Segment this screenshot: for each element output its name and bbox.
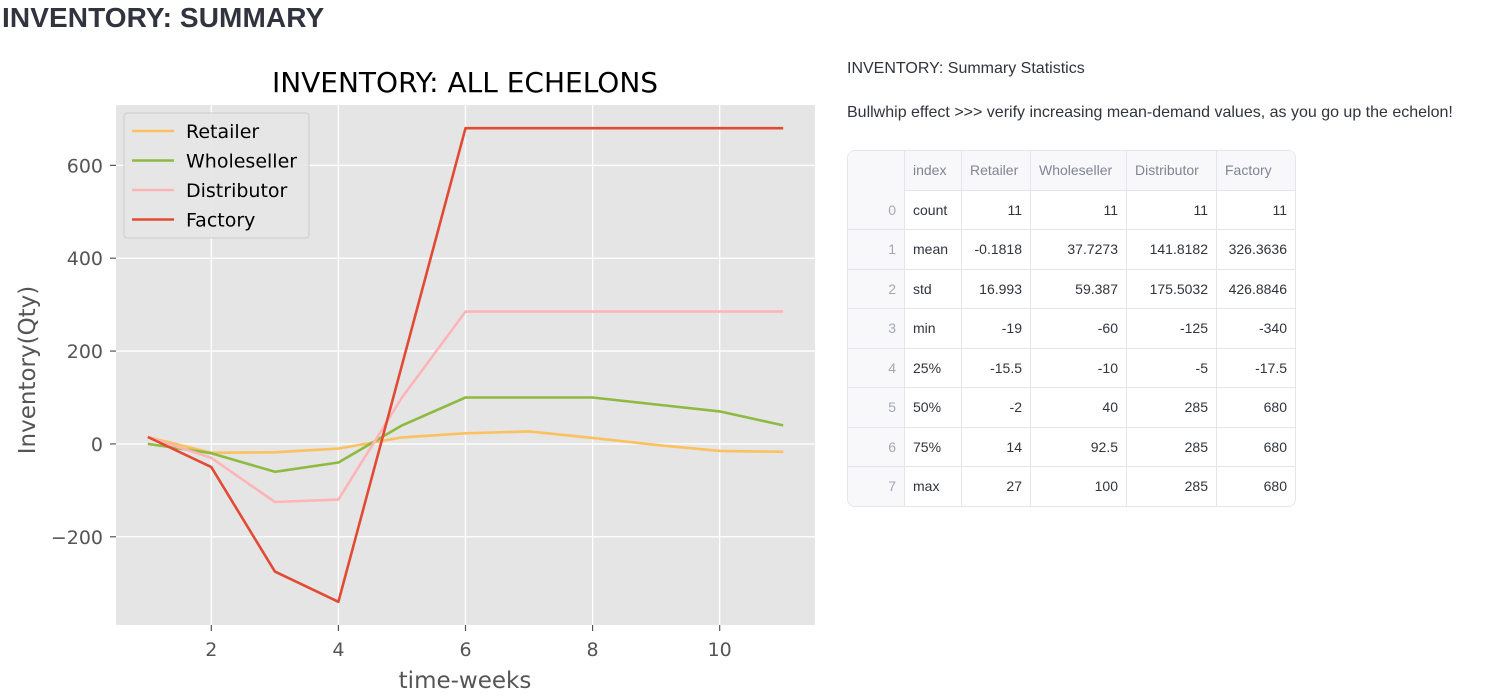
stat-name-cell[interactable]: max xyxy=(904,466,962,506)
table-cell[interactable]: 37.7273 xyxy=(1030,229,1127,270)
table-row: 7 max 27 100 285 680 xyxy=(848,466,1295,506)
table-row: 1 mean -0.1818 37.7273 141.8182 326.3636 xyxy=(848,229,1295,270)
chart-title: INVENTORY: ALL ECHELONS xyxy=(272,66,658,99)
table-cell[interactable]: 59.387 xyxy=(1030,268,1127,309)
stat-name-cell[interactable]: mean xyxy=(904,229,962,270)
table-cell[interactable]: 680 xyxy=(1216,466,1295,506)
table-cell[interactable]: -2 xyxy=(961,387,1031,428)
stat-name-cell[interactable]: 75% xyxy=(904,426,962,467)
row-index-cell[interactable]: 3 xyxy=(848,308,905,349)
table-cell[interactable]: 285 xyxy=(1126,387,1217,428)
table-cell[interactable]: -15.5 xyxy=(961,347,1031,388)
y-tick-label: 200 xyxy=(67,341,103,363)
table-header-row: index Retailer Wholeseller Distributor F… xyxy=(848,151,1295,190)
y-tick-label: 400 xyxy=(67,248,103,270)
x-tick-label: 10 xyxy=(708,639,732,661)
series-line-distributor xyxy=(147,310,784,504)
table-row: 3 min -19 -60 -125 -340 xyxy=(848,308,1295,349)
column-header-wholeseller[interactable]: Wholeseller xyxy=(1030,151,1127,190)
table-cell[interactable]: 285 xyxy=(1126,426,1217,467)
stat-name-cell[interactable]: 25% xyxy=(904,347,962,388)
series-line-factory xyxy=(147,126,784,604)
header-corner xyxy=(848,151,905,190)
summary-table: index Retailer Wholeseller Distributor F… xyxy=(848,151,1295,506)
legend-label: Factory xyxy=(186,210,255,232)
column-header-factory[interactable]: Factory xyxy=(1216,151,1295,190)
table-row: 4 25% -15.5 -10 -5 -17.5 xyxy=(848,347,1295,388)
x-tick-label: 2 xyxy=(205,639,217,661)
summary-table-container[interactable]: index Retailer Wholeseller Distributor F… xyxy=(847,150,1296,507)
stat-name-cell[interactable]: min xyxy=(904,308,962,349)
stat-name-cell[interactable]: 50% xyxy=(904,387,962,428)
row-index-cell[interactable]: 7 xyxy=(848,466,905,506)
legend-box xyxy=(123,112,310,239)
table-row: 6 75% 14 92.5 285 680 xyxy=(848,426,1295,467)
row-index-cell[interactable]: 2 xyxy=(848,268,905,309)
row-index-cell[interactable]: 0 xyxy=(848,190,905,230)
table-cell[interactable]: -0.1818 xyxy=(961,229,1031,270)
table-cell[interactable]: -17.5 xyxy=(1216,347,1295,388)
inventory-line-chart: 2 4 6 8 10 −200 0 200 400 600 INVENTORY: ALL ECHE… xyxy=(0,55,830,700)
column-header-index[interactable]: index xyxy=(904,151,962,190)
table-cell[interactable]: 16.993 xyxy=(961,268,1031,309)
summary-panel: INVENTORY: Summary Statistics Bullwhip e… xyxy=(847,60,1483,507)
table-cell[interactable]: 11 xyxy=(1030,189,1127,230)
row-index-cell[interactable]: 5 xyxy=(848,387,905,428)
column-header-distributor[interactable]: Distributor xyxy=(1126,151,1217,190)
table-cell[interactable]: 175.5032 xyxy=(1126,268,1217,309)
row-index-cell[interactable]: 6 xyxy=(848,426,905,467)
table-cell[interactable]: 92.5 xyxy=(1030,426,1127,467)
table-cell[interactable]: 40 xyxy=(1030,387,1127,428)
row-index-cell[interactable]: 1 xyxy=(848,229,905,270)
bullwhip-note: Bullwhip effect >>> verify increasing me… xyxy=(847,104,1453,121)
axis-ticks: 2 4 6 8 10 −200 0 200 400 600 xyxy=(51,155,732,661)
series-line-retailer xyxy=(147,430,784,455)
legend-label: Wholeseller xyxy=(186,151,297,173)
table-cell[interactable]: -10 xyxy=(1030,347,1127,388)
table-cell[interactable]: 14 xyxy=(961,426,1031,467)
x-tick-label: 6 xyxy=(459,639,471,661)
x-axis-label: time-weeks xyxy=(399,668,532,694)
legend-label: Retailer xyxy=(186,121,259,143)
table-cell[interactable]: 27 xyxy=(961,466,1031,506)
table-cell[interactable]: -60 xyxy=(1030,308,1127,349)
table-cell[interactable]: -19 xyxy=(961,308,1031,349)
grid-lines xyxy=(116,105,815,625)
table-row: 0 count 11 11 11 11 xyxy=(848,189,1295,230)
y-axis-label: Inventory(Qty) xyxy=(15,286,41,455)
table-cell[interactable]: 100 xyxy=(1030,466,1127,506)
table-cell[interactable]: 11 xyxy=(1126,189,1217,230)
table-cell[interactable]: -340 xyxy=(1216,308,1295,349)
table-cell[interactable]: 285 xyxy=(1126,466,1217,506)
table-row: 5 50% -2 40 285 680 xyxy=(848,387,1295,428)
stat-name-cell[interactable]: std xyxy=(904,268,962,309)
summary-caption: INVENTORY: Summary Statistics xyxy=(847,60,1085,77)
table-row: 2 std 16.993 59.387 175.5032 426.8846 xyxy=(848,268,1295,309)
stat-name-cell[interactable]: count xyxy=(904,189,962,230)
page-title: INVENTORY: SUMMARY xyxy=(2,2,325,33)
y-tick-label: 0 xyxy=(91,434,103,456)
table-cell[interactable]: -5 xyxy=(1126,347,1217,388)
series-line-wholeseller xyxy=(147,396,784,474)
chart-legend: Retailer Wholeseller Distributor Factory xyxy=(123,112,310,239)
x-tick-label: 4 xyxy=(332,639,344,661)
table-cell[interactable]: -125 xyxy=(1126,308,1217,349)
legend-label: Distributor xyxy=(186,180,288,202)
table-cell[interactable]: 326.3636 xyxy=(1216,229,1295,270)
chart-svg: 2 4 6 8 10 −200 0 200 400 600 INVENTORY: ALL ECHE… xyxy=(15,66,815,694)
table-cell[interactable]: 426.8846 xyxy=(1216,268,1295,309)
y-tick-label: 600 xyxy=(67,155,103,177)
y-tick-label: −200 xyxy=(51,527,103,549)
table-cell[interactable]: 11 xyxy=(961,189,1031,230)
series-lines xyxy=(147,126,784,604)
table-cell[interactable]: 11 xyxy=(1216,189,1295,230)
row-index-cell[interactable]: 4 xyxy=(848,347,905,388)
x-tick-label: 8 xyxy=(587,639,599,661)
table-cell[interactable]: 141.8182 xyxy=(1126,229,1217,270)
column-header-retailer[interactable]: Retailer xyxy=(961,151,1031,190)
table-cell[interactable]: 680 xyxy=(1216,426,1295,467)
table-cell[interactable]: 680 xyxy=(1216,387,1295,428)
